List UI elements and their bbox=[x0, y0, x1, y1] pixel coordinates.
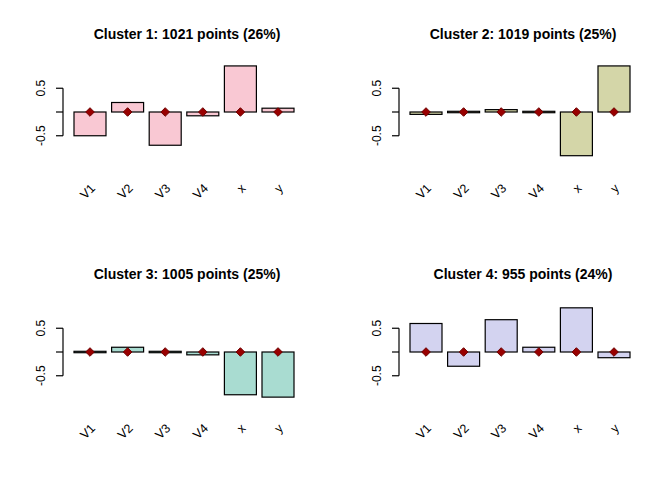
x-category-label: V3 bbox=[153, 181, 174, 202]
cluster-3-chart: Cluster 3: 1005 points (25%) 0.5 -0.5 V1 V2… bbox=[0, 240, 336, 480]
plot-area: 0.5 -0.5 V1 V2 V3 V4 x y bbox=[34, 320, 294, 442]
x-category-label: V4 bbox=[526, 421, 547, 442]
bar bbox=[598, 66, 630, 112]
x-category-label: V4 bbox=[190, 421, 211, 442]
plot-area: 0.5 -0.5 V1 V2 V3 V4 x y bbox=[34, 66, 294, 202]
y-tick-label: -0.5 bbox=[34, 365, 48, 386]
x-category-label: V1 bbox=[77, 421, 98, 442]
diamond-icon bbox=[459, 108, 468, 117]
chart-title: Cluster 2: 1019 points (25%) bbox=[430, 26, 617, 42]
x-category-label: y bbox=[608, 421, 623, 436]
x-category-label: V3 bbox=[489, 421, 510, 442]
x-category-label: x bbox=[570, 181, 585, 196]
y-tick-label: -0.5 bbox=[34, 125, 48, 146]
y-tick-label: 0.5 bbox=[34, 80, 48, 97]
cluster-2-chart: Cluster 2: 1019 points (25%) 0.5 -0.5 V1 V2… bbox=[336, 0, 672, 240]
x-category-label: V2 bbox=[115, 181, 136, 202]
diamond-icon bbox=[422, 108, 431, 117]
x-category-label: y bbox=[272, 181, 287, 196]
x-category-label: V3 bbox=[489, 181, 510, 202]
diamond-icon bbox=[497, 108, 506, 117]
cluster-profile-plot-grid: Cluster 1: 1021 points (26%) 0.5 -0.5 V1 V2… bbox=[0, 0, 672, 480]
x-category-label: V1 bbox=[413, 181, 434, 202]
cluster-1-chart: Cluster 1: 1021 points (26%) 0.5 -0.5 V1 V2… bbox=[0, 0, 336, 240]
x-category-label: x bbox=[570, 421, 585, 436]
y-tick-label: -0.5 bbox=[370, 365, 384, 386]
x-category-label: x bbox=[234, 181, 249, 196]
chart-title: Cluster 4: 955 points (24%) bbox=[434, 266, 613, 282]
x-category-label: V2 bbox=[115, 421, 136, 442]
diamond-icon bbox=[535, 108, 544, 117]
x-category-label: V1 bbox=[413, 421, 434, 442]
y-tick-label: 0.5 bbox=[370, 80, 384, 97]
x-category-label: y bbox=[608, 181, 623, 196]
x-category-label: V3 bbox=[153, 421, 174, 442]
x-category-label: V2 bbox=[451, 181, 472, 202]
x-category-label: x bbox=[234, 421, 249, 436]
plot-area: 0.5 -0.5 V1 V2 V3 V4 x y bbox=[370, 66, 630, 202]
y-tick-label: 0.5 bbox=[370, 320, 384, 337]
chart-title: Cluster 1: 1021 points (26%) bbox=[94, 26, 281, 42]
y-tick-label: 0.5 bbox=[34, 320, 48, 337]
x-category-label: V2 bbox=[451, 421, 472, 442]
bar bbox=[224, 66, 256, 112]
plot-area: 0.5 -0.5 V1 V2 V3 V4 x y bbox=[370, 308, 630, 442]
x-category-label: V4 bbox=[526, 181, 547, 202]
x-category-label: y bbox=[272, 421, 287, 436]
y-tick-label: -0.5 bbox=[370, 125, 384, 146]
bar bbox=[224, 352, 256, 395]
x-category-label: V1 bbox=[77, 181, 98, 202]
diamond-icon bbox=[86, 348, 95, 357]
chart-title: Cluster 3: 1005 points (25%) bbox=[94, 266, 281, 282]
bar bbox=[262, 352, 294, 397]
bar bbox=[560, 308, 592, 352]
x-category-label: V4 bbox=[190, 181, 211, 202]
diamond-icon bbox=[161, 348, 170, 357]
cluster-4-chart: Cluster 4: 955 points (24%) 0.5 -0.5 V1 V2 V… bbox=[336, 240, 672, 480]
bar bbox=[560, 112, 592, 156]
